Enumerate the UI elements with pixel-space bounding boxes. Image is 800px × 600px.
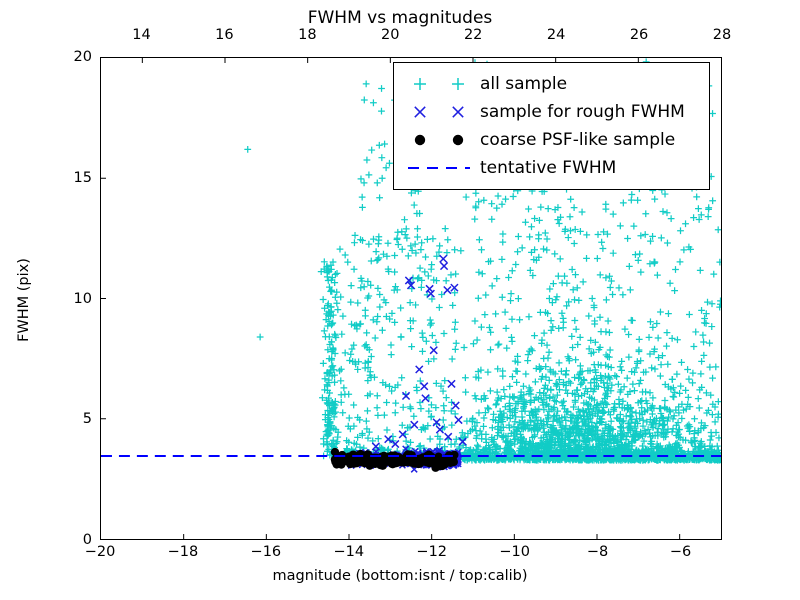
x-tick-label-top: 18 [298, 27, 317, 43]
x-tick-label-top: 22 [463, 27, 483, 43]
x-tick-label-bottom: −20 [84, 544, 116, 560]
legend-item[interactable]: sample for rough FWHM [402, 98, 699, 126]
legend-item-label: all sample [480, 74, 568, 94]
axis-tick-marks [101, 58, 681, 539]
legend-marker-x-icon [402, 99, 476, 125]
series-psf-like [330, 447, 459, 472]
x-tick-label-bottom: −8 [586, 544, 609, 560]
x-tick-label-top: 20 [381, 27, 400, 43]
x-tick-label-top: 16 [215, 27, 234, 43]
x-tick-label-bottom: −10 [499, 544, 530, 560]
y-tick-label: 5 [82, 411, 92, 428]
y-tick-label: 10 [73, 290, 92, 307]
legend-item[interactable]: tentative FWHM [402, 154, 699, 182]
x-tick-label-bottom: −16 [250, 544, 282, 560]
x-tick-label-top: 26 [629, 27, 649, 43]
legend-marker-dashed-line-icon [402, 155, 476, 181]
x-tick-label-bottom: −12 [416, 544, 448, 560]
legend-item-label: coarse PSF-like sample [480, 130, 676, 150]
x-tick-label-top: 24 [546, 27, 566, 43]
x-tick-label-bottom: −14 [333, 544, 365, 560]
y-tick-label: 20 [73, 49, 92, 65]
chart-title: FWHM vs magnitudes [307, 8, 493, 28]
y-tick-label: 0 [82, 532, 92, 548]
legend-item-label: sample for rough FWHM [480, 102, 685, 122]
x-tick-label-bottom: −18 [167, 544, 199, 560]
legend-marker-plus-icon [402, 71, 476, 97]
x-axis-label: magnitude (bottom:isnt / top:calib) [272, 568, 528, 584]
legend-item-label: tentative FWHM [480, 158, 617, 178]
legend-marker-dot-icon [402, 127, 476, 153]
x-tick-label-top: 14 [132, 27, 151, 43]
x-tick-label-top: 28 [712, 27, 732, 43]
chart-legend: all sample sample for rough FWHM coarse PS… [393, 62, 710, 190]
legend-item[interactable]: coarse PSF-like sample [402, 126, 699, 154]
legend-item[interactable]: all sample [402, 70, 699, 98]
y-tick-label: 15 [73, 169, 92, 186]
x-tick-label-bottom: −6 [669, 544, 692, 560]
y-axis-label: FWHM (pix) [16, 258, 32, 342]
